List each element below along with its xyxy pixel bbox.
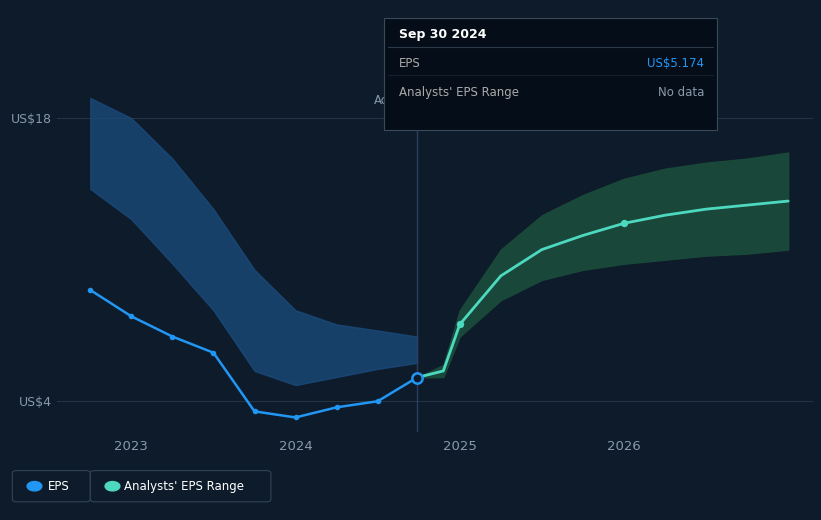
Point	[410, 373, 424, 382]
Text: Sep 30 2024: Sep 30 2024	[399, 28, 487, 41]
Point	[289, 413, 302, 422]
Text: Analysts' EPS Range: Analysts' EPS Range	[399, 86, 519, 99]
Point	[248, 407, 261, 415]
Point	[453, 320, 466, 329]
Text: US$5.174: US$5.174	[648, 57, 704, 70]
Point	[371, 397, 384, 406]
Point	[207, 348, 220, 357]
Point	[617, 219, 631, 227]
Point	[125, 312, 138, 320]
Text: No data: No data	[658, 86, 704, 99]
Point	[166, 332, 179, 341]
Text: EPS: EPS	[399, 57, 420, 70]
Text: Analysts Forecasts: Analysts Forecasts	[424, 94, 534, 107]
Text: EPS: EPS	[48, 479, 69, 493]
Text: Actual: Actual	[374, 94, 410, 107]
Point	[410, 373, 424, 382]
Point	[330, 403, 343, 411]
Text: Analysts' EPS Range: Analysts' EPS Range	[124, 479, 244, 493]
Point	[84, 286, 97, 294]
